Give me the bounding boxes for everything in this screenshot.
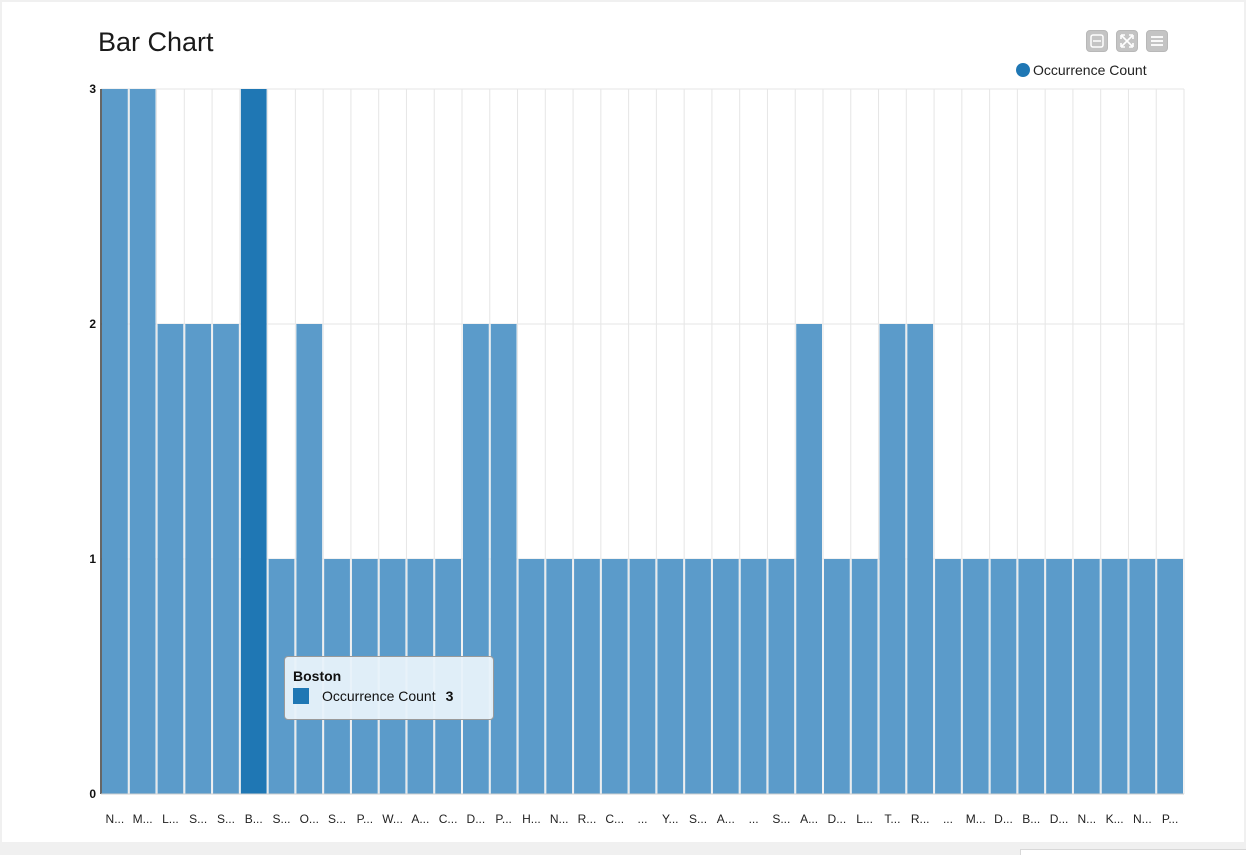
bar — [935, 559, 961, 794]
bar — [1073, 559, 1100, 794]
bar — [712, 559, 739, 794]
bar — [1046, 559, 1072, 794]
x-tick-label: L... — [162, 812, 179, 826]
x-tick-label: O... — [300, 812, 319, 826]
x-tick-label: N... — [106, 812, 125, 826]
bar — [546, 559, 573, 794]
x-tick-label: A... — [800, 812, 818, 826]
x-tick-label: K... — [1106, 812, 1124, 826]
x-tick-label: C... — [605, 812, 624, 826]
bar — [824, 559, 850, 794]
x-tick-label: D... — [994, 812, 1013, 826]
chart-title: Bar Chart — [98, 27, 214, 57]
x-tick-label: S... — [272, 812, 290, 826]
x-tick-label: N... — [1133, 812, 1152, 826]
x-tick-label: P... — [1162, 812, 1178, 826]
fullscreen-icon — [1120, 34, 1134, 48]
bar — [157, 324, 184, 794]
bar — [574, 559, 600, 794]
x-tick-label: ... — [943, 812, 953, 826]
x-tick-label: R... — [911, 812, 930, 826]
bar — [601, 559, 628, 794]
tooltip-value: 3 — [445, 688, 454, 704]
zoom-out-icon — [1090, 34, 1104, 48]
chart-tooltip: Boston Occurrence Count 3 — [284, 656, 494, 720]
bar — [490, 324, 517, 794]
x-tick-label: ... — [637, 812, 647, 826]
x-tick-label: L... — [856, 812, 873, 826]
x-tick-label: A... — [717, 812, 735, 826]
bar — [796, 324, 822, 794]
bar — [907, 324, 934, 794]
bar — [102, 89, 128, 794]
x-tick-label: D... — [1050, 812, 1069, 826]
y-tick-label: 3 — [89, 82, 96, 96]
x-tick-label: S... — [772, 812, 790, 826]
y-tick-label: 0 — [89, 787, 96, 801]
chart-legend[interactable]: Occurrence Count — [1016, 61, 1147, 79]
legend-dot-icon — [1016, 63, 1030, 77]
bar — [463, 324, 489, 794]
y-tick-label: 1 — [89, 552, 96, 566]
bar — [129, 89, 156, 794]
x-tick-label: H... — [522, 812, 541, 826]
x-tick-label: N... — [1077, 812, 1096, 826]
fullscreen-button[interactable] — [1116, 30, 1138, 52]
tooltip-title: Boston — [293, 668, 342, 684]
tooltip-series-name: Occurrence Count — [322, 688, 436, 704]
bar — [518, 559, 545, 794]
tooltip-swatch-icon — [293, 688, 309, 704]
bar — [990, 559, 1017, 794]
x-tick-label: M... — [966, 812, 986, 826]
x-tick-label: B... — [1022, 812, 1040, 826]
x-tick-label: A... — [411, 812, 429, 826]
x-tick-label: T... — [884, 812, 900, 826]
horizontal-scrollbar[interactable] — [1020, 849, 1246, 855]
bar — [185, 324, 212, 794]
menu-icon — [1151, 36, 1163, 46]
bar — [962, 559, 989, 794]
menu-button[interactable] — [1146, 30, 1168, 52]
x-tick-label: M... — [133, 812, 153, 826]
bar — [851, 559, 878, 794]
bar — [768, 559, 795, 794]
x-tick-label: C... — [439, 812, 458, 826]
x-tick-label: N... — [550, 812, 569, 826]
bar — [657, 559, 684, 794]
bar — [629, 559, 656, 794]
y-tick-label: 2 — [89, 317, 96, 331]
bar — [213, 324, 239, 794]
legend-label: Occurrence Count — [1033, 62, 1147, 78]
bar — [1129, 559, 1156, 794]
x-tick-label: D... — [828, 812, 847, 826]
bar — [1157, 559, 1183, 794]
bar — [740, 559, 767, 794]
x-tick-label: Y... — [662, 812, 678, 826]
bar — [685, 559, 711, 794]
x-tick-label: D... — [467, 812, 486, 826]
bar — [879, 324, 906, 794]
x-tick-label: P... — [495, 812, 511, 826]
bottom-strip — [0, 842, 1246, 854]
x-tick-label: S... — [189, 812, 207, 826]
x-tick-label: S... — [689, 812, 707, 826]
x-tick-label: W... — [382, 812, 403, 826]
x-tick-label: B... — [245, 812, 263, 826]
x-tick-label: S... — [217, 812, 235, 826]
bar — [296, 324, 323, 794]
bar — [1018, 559, 1045, 794]
zoom-out-button[interactable] — [1086, 30, 1108, 52]
bar-highlighted — [240, 89, 267, 794]
x-tick-label: ... — [749, 812, 759, 826]
x-tick-label: P... — [357, 812, 373, 826]
x-tick-label: R... — [578, 812, 597, 826]
bar — [1101, 559, 1128, 794]
x-tick-label: S... — [328, 812, 346, 826]
